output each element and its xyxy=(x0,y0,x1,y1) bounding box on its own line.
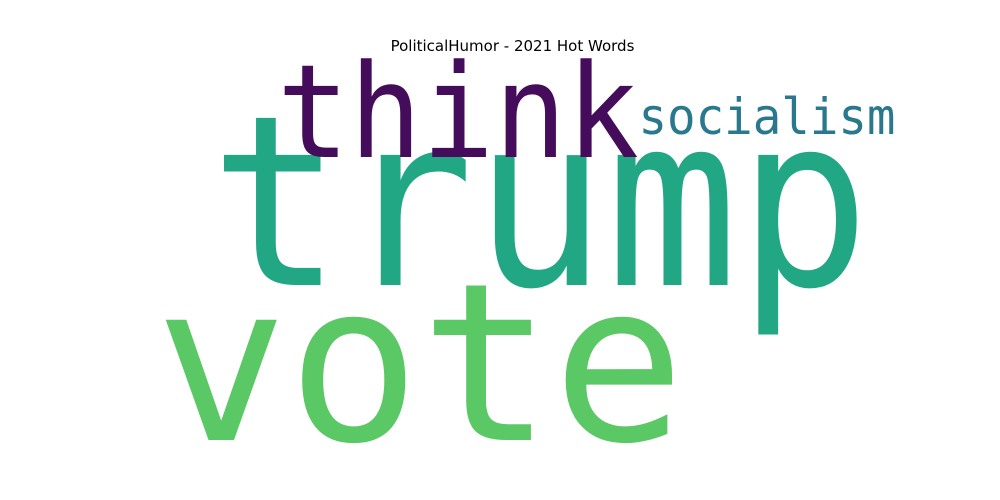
word-trump: trump xyxy=(210,65,870,342)
word-think: think xyxy=(277,36,639,188)
word-socialism: socialism xyxy=(639,88,896,146)
word-vote: vote xyxy=(155,236,685,492)
chart-title: PoliticalHumor - 2021 Hot Words xyxy=(390,37,635,55)
